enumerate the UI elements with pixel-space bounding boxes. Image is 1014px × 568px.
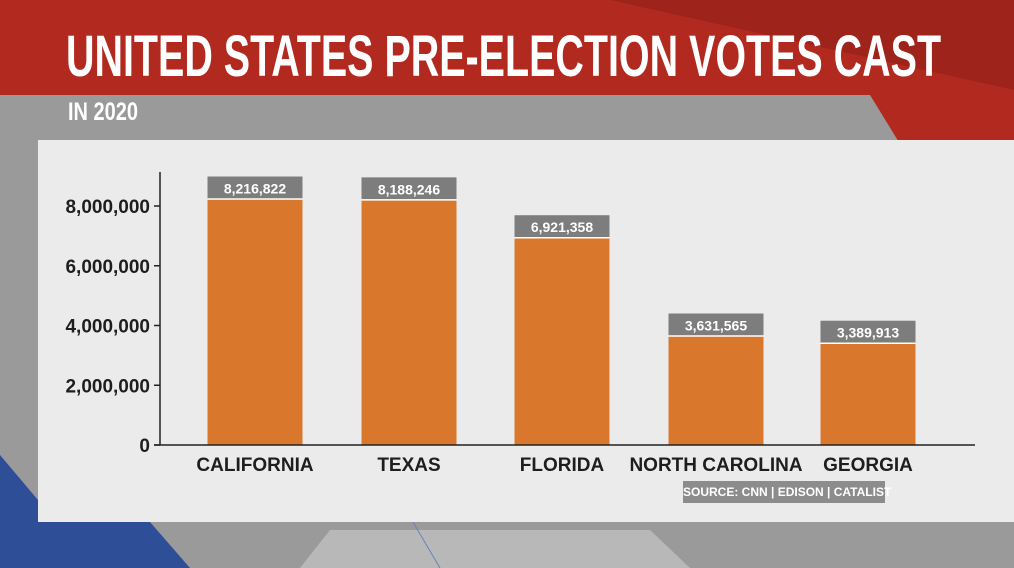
data-label-box [361,177,457,200]
data-label: 8,188,246 [378,181,440,197]
y-tick-label: 6,000,000 [65,257,150,278]
bars: 8,216,822 8,188,246 6,921,358 3,631,565 3,38… [207,176,916,445]
chart-title: UNITED STATES PRE-ELECTION VOTES CAST [66,24,942,89]
data-label: 8,216,822 [224,181,286,197]
data-label-box [514,215,610,238]
bar [361,200,457,445]
data-label: 3,631,565 [685,318,747,334]
data-label-box [668,313,764,336]
y-tick-label: 0 [139,436,150,457]
bar-group: 3,631,565 [668,313,764,445]
bar [514,238,610,445]
bar [207,199,303,445]
bar [820,343,916,445]
x-tick-label: GEORGIA [823,455,913,476]
x-tick-label: TEXAS [377,455,440,476]
y-axis: 0 2,000,000 4,000,000 6,000,000 8,000,000 [65,172,161,457]
x-axis: CALIFORNIA TEXAS FLORIDA NORTH CAROLINA GEOR… [154,444,975,476]
y-tick-label: 2,000,000 [65,376,150,397]
x-tick-label: NORTH CAROLINA [629,455,802,476]
data-label-box [820,320,916,343]
x-tick-label: CALIFORNIA [196,455,313,476]
bar-group: 8,188,246 [361,177,457,445]
bar-group: 8,216,822 [207,176,303,445]
x-tick-label: FLORIDA [520,455,605,476]
source-label: SOURCE: CNN | EDISON | CATALIST [683,481,891,503]
data-label-box [207,176,303,199]
y-tick-label: 4,000,000 [65,317,150,338]
bar-group: 6,921,358 [514,215,610,445]
data-label: 3,389,913 [837,325,899,341]
data-label: 6,921,358 [531,219,593,235]
y-tick-label: 8,000,000 [65,197,150,218]
bar-group: 3,389,913 [820,320,916,445]
bar [668,336,764,445]
chart-subtitle: IN 2020 [68,98,139,126]
